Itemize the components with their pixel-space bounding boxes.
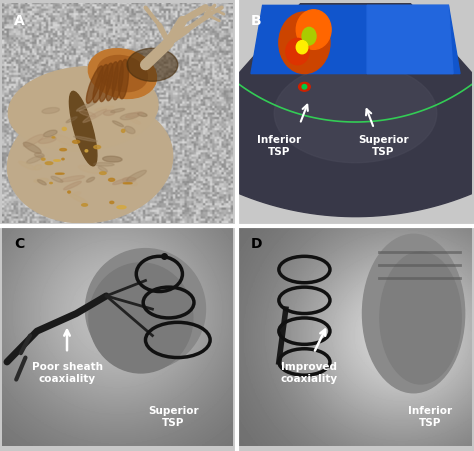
Text: Improved
coaxiality: Improved coaxiality <box>281 362 337 383</box>
Ellipse shape <box>34 165 42 170</box>
Ellipse shape <box>296 10 331 49</box>
Ellipse shape <box>86 177 95 182</box>
Ellipse shape <box>54 134 75 145</box>
Ellipse shape <box>69 193 88 204</box>
Ellipse shape <box>380 252 461 384</box>
Text: Poor sheath
coaxiality: Poor sheath coaxiality <box>31 362 102 383</box>
Ellipse shape <box>9 67 158 151</box>
Ellipse shape <box>125 126 135 133</box>
Ellipse shape <box>118 60 128 99</box>
Text: D: D <box>251 236 263 250</box>
Ellipse shape <box>126 112 143 118</box>
Ellipse shape <box>302 28 316 45</box>
Ellipse shape <box>93 163 114 166</box>
Ellipse shape <box>100 172 106 175</box>
Ellipse shape <box>106 62 118 101</box>
Ellipse shape <box>42 158 45 160</box>
Ellipse shape <box>27 156 43 163</box>
Ellipse shape <box>69 92 97 166</box>
Ellipse shape <box>129 181 137 185</box>
Ellipse shape <box>85 150 88 152</box>
Text: C: C <box>14 236 24 250</box>
Ellipse shape <box>73 140 80 143</box>
Ellipse shape <box>127 48 178 81</box>
Ellipse shape <box>296 41 308 54</box>
Ellipse shape <box>34 178 48 183</box>
Ellipse shape <box>8 101 173 223</box>
Ellipse shape <box>127 170 146 181</box>
Ellipse shape <box>60 175 85 182</box>
Ellipse shape <box>302 85 307 89</box>
Ellipse shape <box>78 165 100 173</box>
Ellipse shape <box>137 113 147 116</box>
Ellipse shape <box>82 204 88 206</box>
Ellipse shape <box>109 178 115 181</box>
Ellipse shape <box>130 119 140 124</box>
Text: Inferior
TSP: Inferior TSP <box>257 135 301 157</box>
Ellipse shape <box>51 176 63 182</box>
Ellipse shape <box>95 106 114 110</box>
Text: Superior
TSP: Superior TSP <box>358 135 409 157</box>
Ellipse shape <box>98 55 147 92</box>
Ellipse shape <box>42 107 59 114</box>
Ellipse shape <box>45 162 53 165</box>
Ellipse shape <box>120 113 139 120</box>
Ellipse shape <box>83 109 107 123</box>
Ellipse shape <box>64 181 81 190</box>
Polygon shape <box>251 5 460 74</box>
Ellipse shape <box>94 145 100 149</box>
Ellipse shape <box>38 137 56 143</box>
Text: A: A <box>14 14 25 28</box>
Ellipse shape <box>279 12 330 74</box>
Text: Inferior
TSP: Inferior TSP <box>408 406 452 428</box>
Ellipse shape <box>299 83 310 91</box>
Ellipse shape <box>54 160 60 161</box>
Ellipse shape <box>286 38 309 65</box>
Ellipse shape <box>66 117 77 123</box>
Ellipse shape <box>112 60 123 100</box>
Ellipse shape <box>60 148 66 151</box>
Ellipse shape <box>24 134 44 147</box>
Ellipse shape <box>103 110 115 115</box>
Ellipse shape <box>121 129 125 133</box>
Ellipse shape <box>103 156 122 162</box>
Ellipse shape <box>274 64 437 163</box>
Ellipse shape <box>23 142 41 153</box>
Ellipse shape <box>110 201 114 203</box>
Ellipse shape <box>79 110 96 117</box>
Ellipse shape <box>52 137 55 138</box>
Ellipse shape <box>93 64 108 102</box>
Text: B: B <box>251 14 262 28</box>
Ellipse shape <box>117 206 126 209</box>
Ellipse shape <box>62 127 66 130</box>
Ellipse shape <box>62 158 64 160</box>
Ellipse shape <box>123 183 132 184</box>
Ellipse shape <box>363 235 465 393</box>
Ellipse shape <box>113 179 128 184</box>
Ellipse shape <box>112 121 124 127</box>
Ellipse shape <box>68 191 71 193</box>
Ellipse shape <box>100 63 113 101</box>
Ellipse shape <box>76 101 97 111</box>
Ellipse shape <box>50 182 52 184</box>
Ellipse shape <box>122 177 136 182</box>
Text: Superior
TSP: Superior TSP <box>148 406 199 428</box>
Ellipse shape <box>98 166 108 172</box>
Ellipse shape <box>111 108 125 113</box>
Ellipse shape <box>73 192 81 195</box>
Ellipse shape <box>88 49 156 98</box>
Ellipse shape <box>85 249 206 370</box>
Ellipse shape <box>74 136 97 142</box>
Ellipse shape <box>19 161 35 170</box>
Polygon shape <box>169 0 474 216</box>
Ellipse shape <box>89 263 193 373</box>
Ellipse shape <box>35 153 44 157</box>
Ellipse shape <box>44 130 57 137</box>
Ellipse shape <box>55 173 64 174</box>
Ellipse shape <box>37 179 46 185</box>
Polygon shape <box>367 5 453 74</box>
Ellipse shape <box>86 66 103 103</box>
